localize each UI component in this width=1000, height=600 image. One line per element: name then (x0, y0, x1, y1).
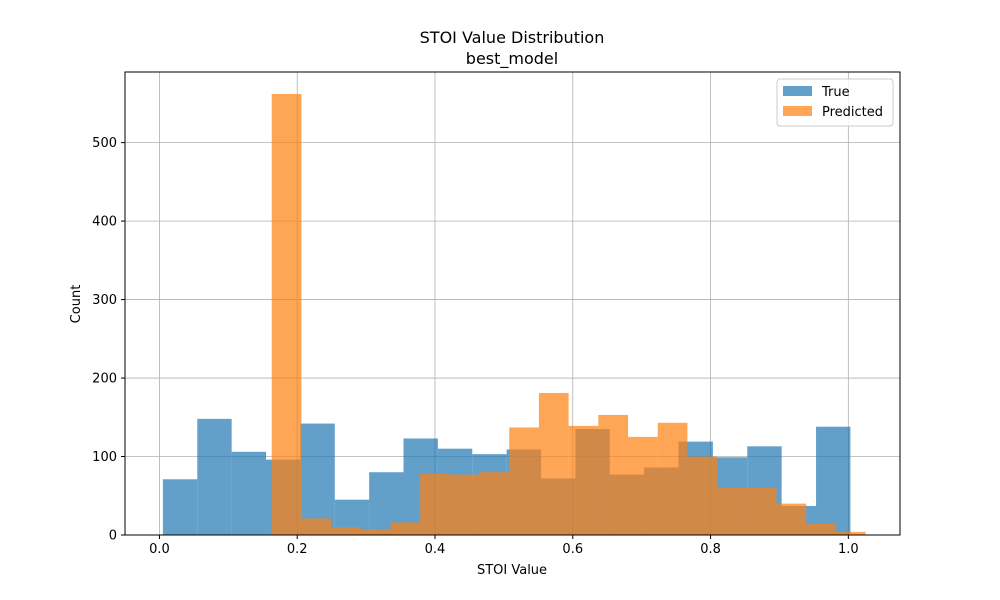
y-tick-label: 500 (92, 136, 117, 151)
bar-true (162, 479, 198, 535)
bar-predicted (538, 392, 569, 535)
bar-true (816, 426, 851, 535)
y-tick-label: 0 (109, 529, 117, 544)
x-tick-label: 0.8 (700, 542, 721, 557)
legend-swatch-true (783, 86, 812, 96)
bar-true (197, 418, 232, 535)
axis-ticks: 0.0 0.2 0.4 0.6 0.8 1.0 0 100 200 300 400 500 (92, 136, 859, 557)
bar-predicted (271, 93, 302, 536)
legend: True Predicted (776, 78, 894, 127)
histogram-bars (162, 93, 866, 536)
legend-label-predicted: Predicted (822, 105, 883, 120)
bar-predicted (331, 527, 361, 535)
bar-predicted (776, 503, 807, 535)
bar-predicted (390, 522, 421, 535)
legend-swatch-predicted (783, 106, 812, 116)
bar-true (300, 423, 335, 535)
bar-predicted (509, 427, 539, 535)
legend-label-true: True (821, 85, 850, 100)
bar-predicted (479, 472, 510, 535)
chart-title: STOI Value Distribution (420, 28, 605, 47)
bar-predicted (301, 518, 332, 535)
y-tick-label: 200 (92, 372, 117, 387)
chart-subtitle: best_model (466, 49, 558, 69)
y-tick-label: 400 (92, 215, 117, 230)
bar-predicted (628, 436, 658, 535)
plot-frame (124, 71, 901, 536)
bar-predicted (657, 422, 688, 535)
bar-predicted (717, 487, 747, 535)
bar-predicted (598, 414, 629, 535)
bar-true (231, 451, 267, 535)
bar-predicted (687, 456, 718, 535)
y-axis-label: Count (69, 285, 84, 324)
bar-predicted (806, 524, 836, 535)
x-axis-label: STOI Value (477, 563, 547, 578)
bar-predicted (449, 474, 480, 535)
x-tick-label: 1.0 (838, 542, 859, 557)
x-tick-label: 0.0 (149, 542, 170, 557)
y-tick-label: 300 (92, 293, 117, 308)
x-tick-label: 0.6 (562, 542, 583, 557)
x-tick-label: 0.2 (287, 542, 308, 557)
bar-predicted (746, 487, 777, 535)
bar-predicted (420, 473, 450, 535)
bar-predicted (568, 425, 599, 535)
series-predicted-bars (271, 93, 866, 536)
bar-predicted (360, 529, 391, 535)
bar-predicted (835, 531, 866, 535)
x-tick-label: 0.4 (425, 542, 446, 557)
y-tick-label: 100 (92, 450, 117, 465)
